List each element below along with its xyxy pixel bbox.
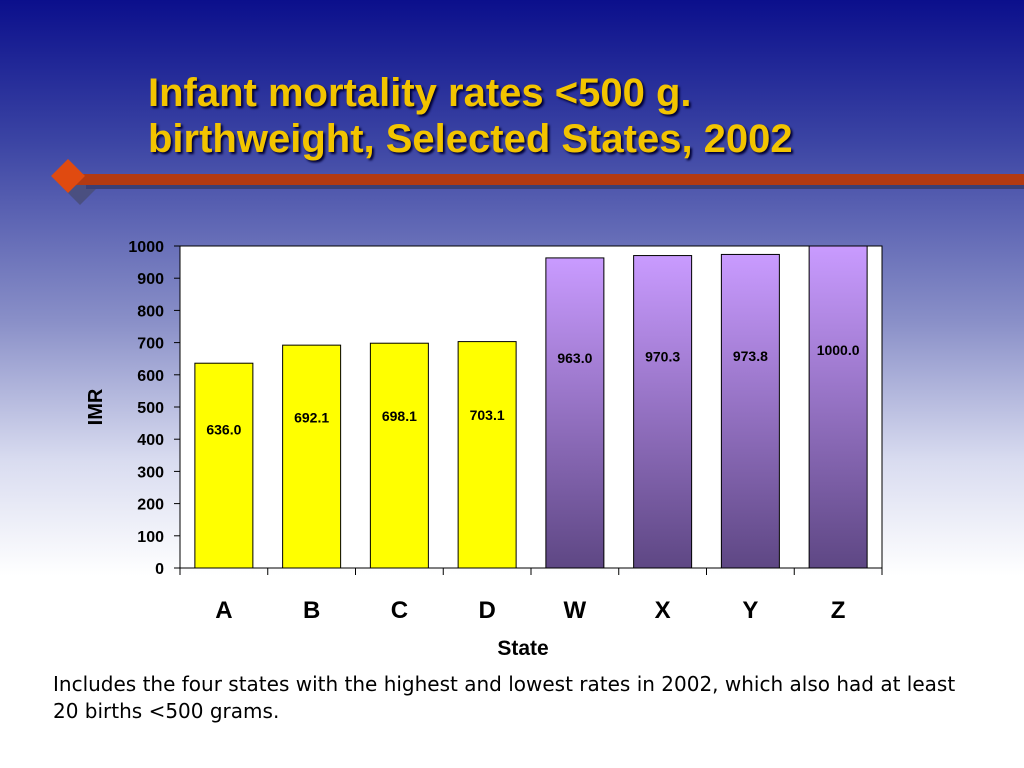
data-label: 970.3: [645, 349, 680, 365]
x-axis-label: State: [497, 637, 548, 660]
data-label: 1000.0: [817, 342, 860, 358]
bar-w: [545, 257, 605, 569]
bar-b: [282, 344, 342, 569]
y-tick-label: 0: [155, 561, 164, 578]
data-label: 703.1: [470, 407, 505, 423]
bar-a: [194, 362, 254, 569]
bar-z: [808, 245, 868, 569]
title-line-2: birthweight, Selected States, 2002: [148, 117, 793, 161]
data-label: 973.8: [733, 348, 768, 364]
x-tick-label: D: [478, 597, 495, 624]
slide-title: Infant mortality rates <500 g. birthweig…: [148, 70, 968, 162]
y-tick-label: 500: [137, 400, 164, 417]
bar-x: [633, 255, 693, 569]
data-label: 636.0: [206, 422, 241, 438]
y-tick-label: 600: [137, 368, 164, 385]
bar-c: [369, 342, 429, 569]
x-tick-label: A: [215, 597, 232, 624]
title-rule-shadow: [86, 185, 1024, 189]
y-tick-label: 800: [137, 303, 164, 320]
x-tick-label: Y: [742, 597, 758, 624]
bar-d: [457, 341, 517, 569]
data-label: 963.0: [557, 350, 592, 366]
data-label: 698.1: [382, 408, 417, 424]
title-rule: [72, 174, 1024, 185]
y-tick-label: 900: [137, 271, 164, 288]
y-tick-label: 100: [137, 529, 164, 546]
footnote: Includes the four states with the highes…: [53, 672, 956, 723]
x-tick-label: X: [655, 597, 671, 624]
y-axis-label: IMR: [85, 388, 107, 425]
bar-y: [720, 253, 780, 569]
title-line-1: Infant mortality rates <500 g.: [148, 71, 692, 115]
data-label: 692.1: [294, 409, 329, 425]
x-tick-label: W: [564, 597, 587, 624]
y-tick-label: 1000: [128, 239, 164, 256]
y-tick-label: 700: [137, 336, 164, 353]
y-tick-label: 300: [137, 464, 164, 481]
x-tick-label: C: [391, 597, 408, 624]
x-tick-label: B: [303, 597, 320, 624]
y-tick-label: 400: [137, 432, 164, 449]
y-tick-label: 200: [137, 497, 164, 514]
x-tick-label: Z: [831, 597, 846, 624]
